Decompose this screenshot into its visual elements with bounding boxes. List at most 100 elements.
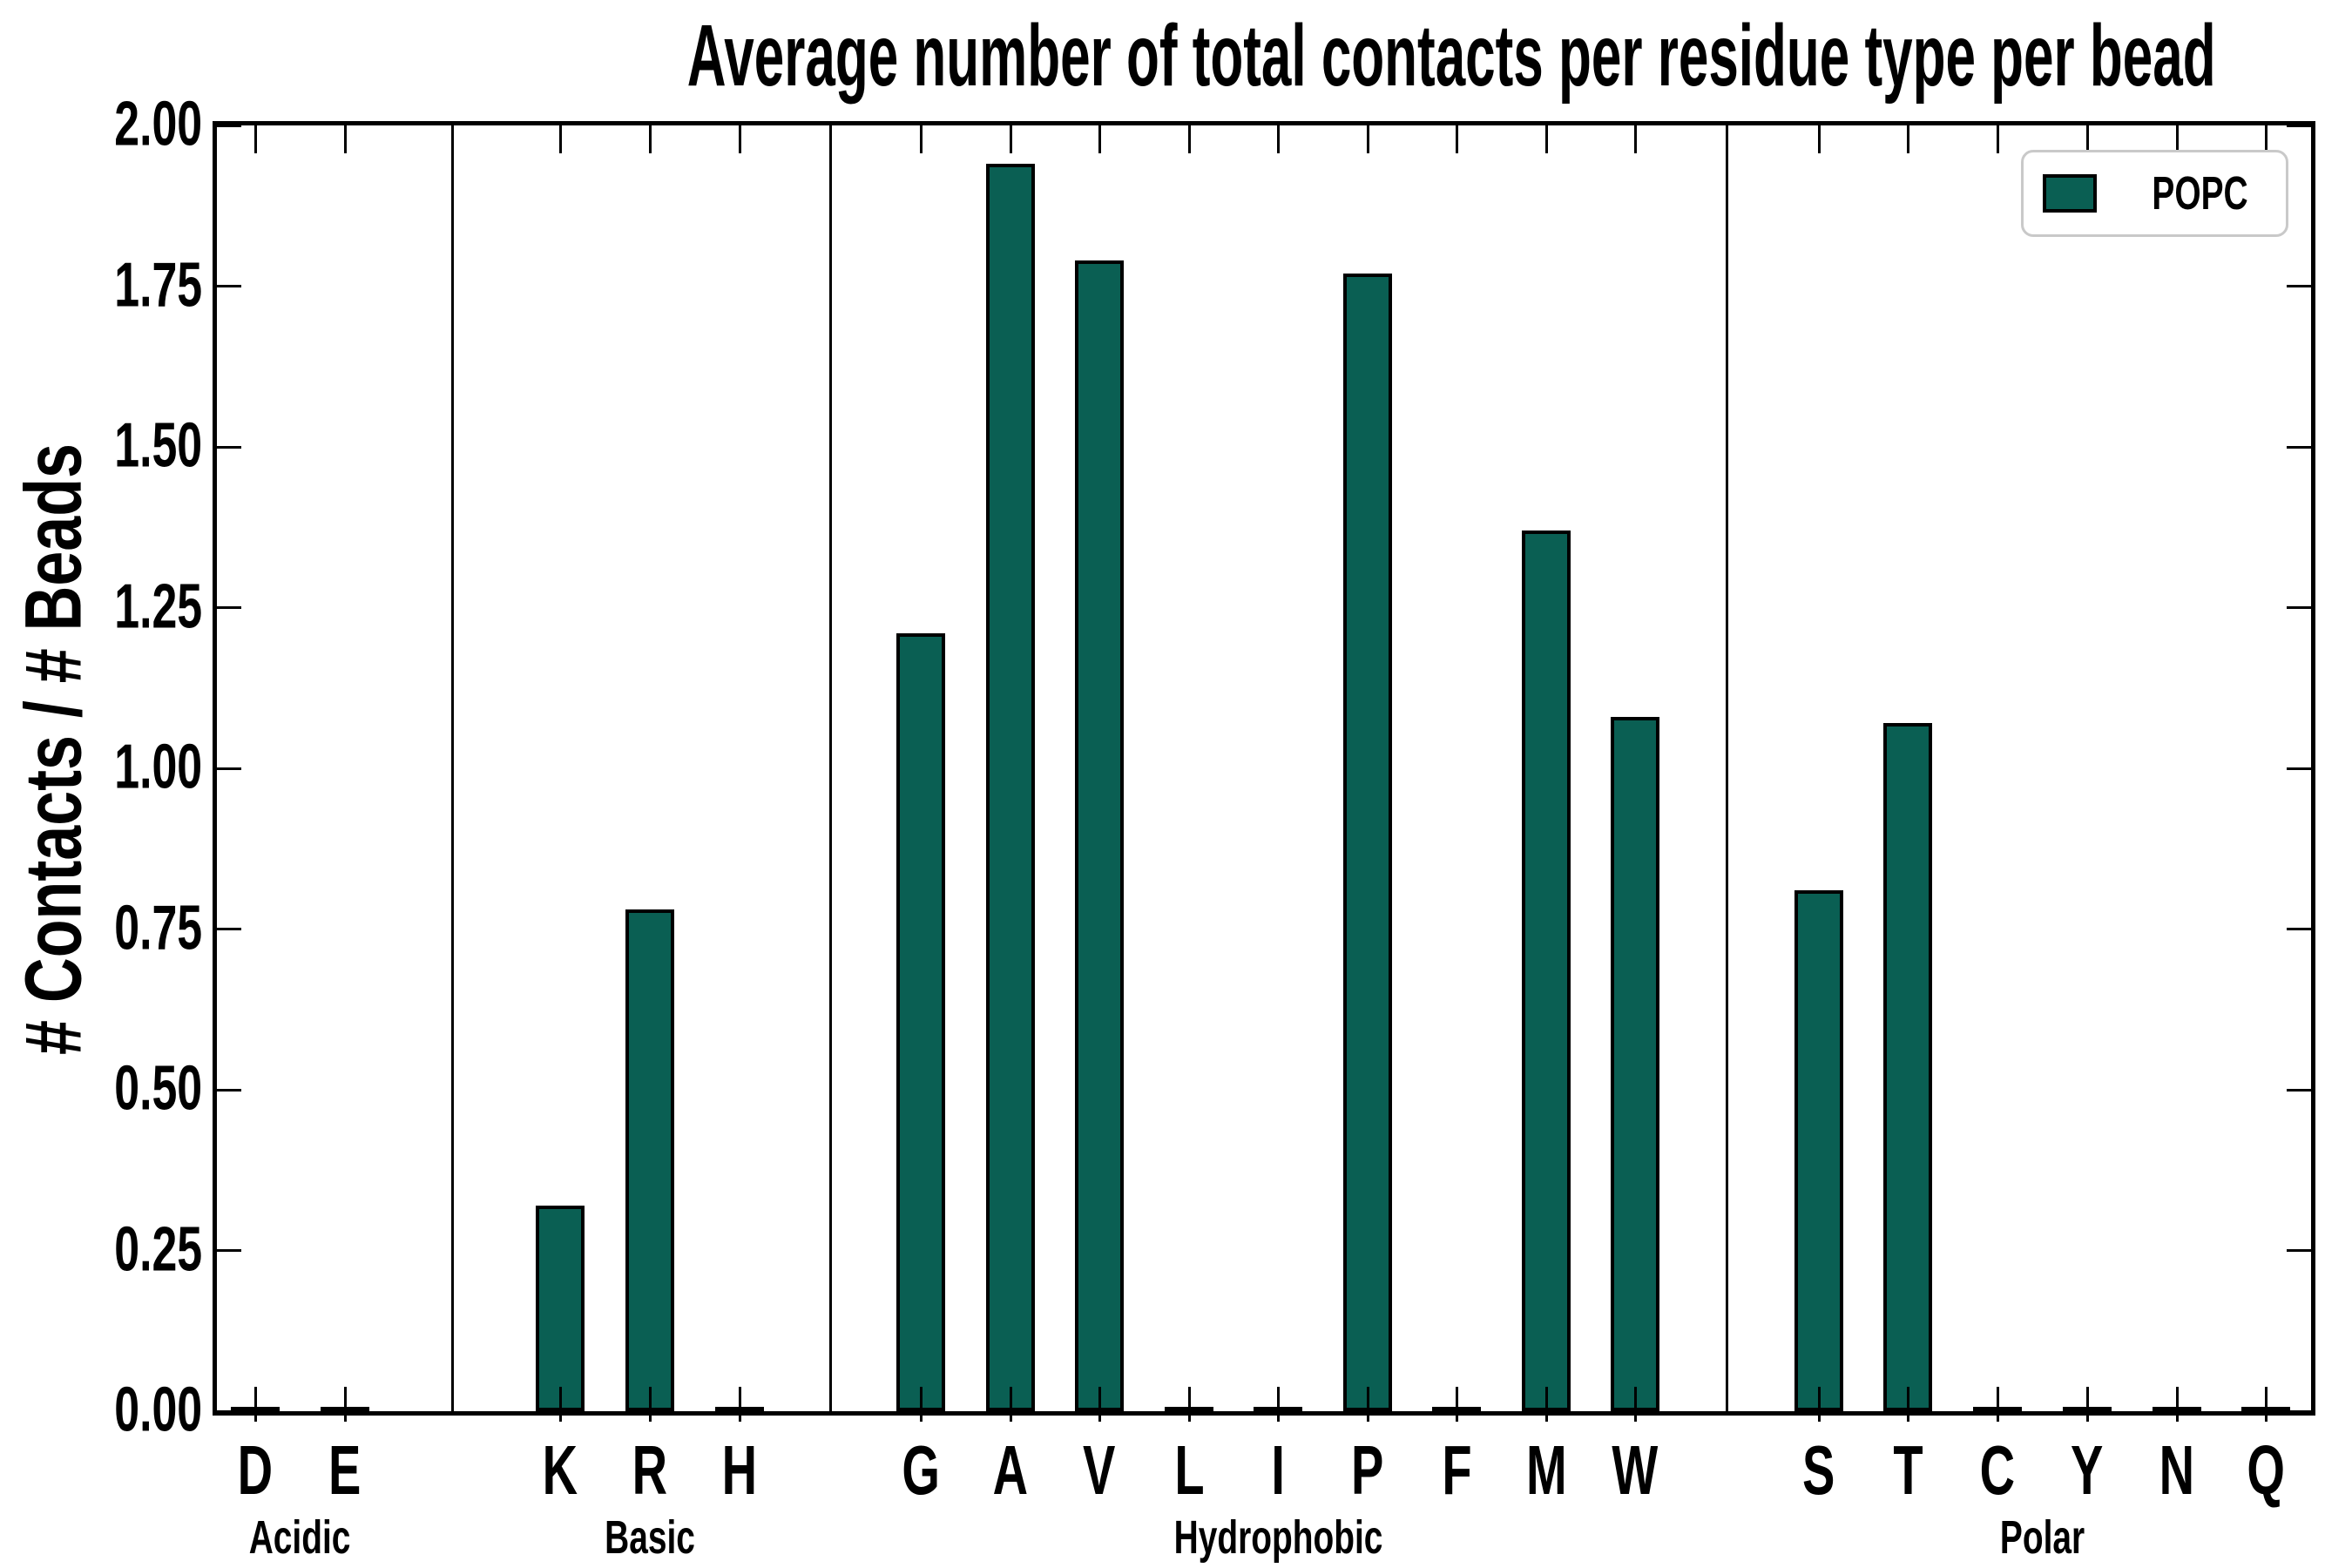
bar-T [1883, 723, 1932, 1411]
x-tick-bottom-V [1098, 1387, 1101, 1422]
y-tick-left-0.00 [217, 1409, 241, 1413]
x-tick-label-Q: Q [2247, 1431, 2285, 1509]
x-tick-bottom-F [1455, 1387, 1458, 1422]
x-tick-bottom-E [343, 1387, 347, 1422]
x-tick-label-W: W [1612, 1431, 1659, 1509]
x-tick-top-Y [2085, 125, 2089, 153]
y-tick-left-1.00 [217, 767, 241, 770]
x-tick-bottom-D [253, 1387, 257, 1422]
x-tick-label-E: E [328, 1431, 362, 1509]
x-tick-bottom-N [2175, 1387, 2179, 1422]
x-tick-top-K [558, 125, 562, 153]
x-tick-label-F: F [1441, 1431, 1472, 1509]
x-tick-label-K: K [542, 1431, 578, 1509]
group-label-polar: Polar [1999, 1511, 2085, 1564]
x-tick-label-M: M [1525, 1431, 1567, 1509]
bar-V [1075, 260, 1124, 1411]
y-tick-left-1.25 [217, 606, 241, 609]
y-tick-label-1.75: 1.75 [114, 250, 202, 321]
y-tick-right-1.25 [2287, 606, 2311, 609]
y-tick-label-2.00: 2.00 [114, 89, 202, 159]
bar-S [1794, 890, 1843, 1411]
y-tick-label-0.25: 0.25 [114, 1214, 202, 1285]
x-tick-label-D: D [237, 1431, 274, 1509]
y-tick-right-0.00 [2287, 1409, 2311, 1413]
y-tick-label-0.75: 0.75 [114, 893, 202, 963]
x-tick-top-H [738, 125, 741, 153]
y-tick-label-0.50: 0.50 [114, 1053, 202, 1124]
x-tick-label-P: P [1351, 1431, 1384, 1509]
y-tick-label-0.00: 0.00 [114, 1375, 202, 1445]
x-tick-top-T [1906, 125, 1909, 153]
x-tick-label-H: H [721, 1431, 758, 1509]
bar-M [1522, 531, 1571, 1411]
legend: POPC [2021, 150, 2288, 237]
x-tick-label-I: I [1271, 1431, 1285, 1509]
y-tick-right-1.75 [2287, 285, 2311, 287]
x-tick-top-V [1098, 125, 1101, 153]
bar-P [1343, 274, 1392, 1411]
x-tick-top-L [1187, 125, 1191, 153]
group-label-acidic: Acidic [249, 1511, 351, 1564]
group-label-basic: Basic [605, 1511, 695, 1564]
x-tick-top-F [1455, 125, 1458, 153]
x-tick-bottom-C [1996, 1387, 1999, 1422]
x-tick-bottom-G [919, 1387, 923, 1422]
y-tick-right-0.25 [2287, 1249, 2311, 1252]
y-tick-label-1.25: 1.25 [114, 571, 202, 642]
chart-title-text: Average number of total contacts per res… [686, 7, 2216, 105]
y-tick-left-0.75 [217, 928, 241, 930]
plot-area [213, 121, 2315, 1422]
x-tick-label-R: R [632, 1431, 668, 1509]
y-tick-label-1.50: 1.50 [114, 410, 202, 481]
bar-K [536, 1206, 585, 1411]
x-tick-bottom-P [1366, 1387, 1369, 1422]
x-tick-label-L: L [1173, 1431, 1205, 1509]
y-tick-label-1.00: 1.00 [114, 732, 202, 802]
x-tick-bottom-T [1906, 1387, 1909, 1422]
x-tick-top-M [1544, 125, 1548, 153]
x-tick-top-E [343, 125, 347, 153]
x-tick-label-T: T [1892, 1431, 1923, 1509]
x-tick-bottom-M [1544, 1387, 1548, 1422]
x-tick-bottom-W [1633, 1387, 1637, 1422]
legend-swatch [2043, 174, 2097, 213]
bar-A [986, 164, 1035, 1411]
x-tick-top-S [1817, 125, 1821, 153]
y-tick-left-0.25 [217, 1249, 241, 1252]
x-tick-bottom-A [1009, 1387, 1012, 1422]
y-tick-right-1.00 [2287, 767, 2311, 770]
bar-W [1611, 717, 1659, 1411]
x-tick-top-W [1633, 125, 1637, 153]
x-tick-bottom-R [648, 1387, 652, 1422]
x-tick-bottom-I [1276, 1387, 1280, 1422]
group-divider-basic [828, 125, 832, 1411]
x-tick-top-P [1366, 125, 1369, 153]
y-tick-right-1.50 [2287, 445, 2311, 449]
y-tick-left-1.75 [217, 285, 241, 287]
x-tick-top-N [2175, 125, 2179, 153]
y-tick-left-1.50 [217, 445, 241, 449]
x-tick-bottom-S [1817, 1387, 1821, 1422]
x-tick-top-C [1996, 125, 1999, 153]
x-tick-top-R [648, 125, 652, 153]
x-tick-bottom-L [1187, 1387, 1191, 1422]
y-tick-right-2.00 [2287, 124, 2311, 127]
y-tick-left-0.50 [217, 1088, 241, 1092]
chart-title: Average number of total contacts per res… [219, 10, 2309, 102]
bar-G [896, 633, 945, 1411]
x-tick-top-A [1009, 125, 1012, 153]
x-tick-label-C: C [1979, 1431, 2016, 1509]
y-tick-right-0.50 [2287, 1088, 2311, 1092]
x-tick-bottom-Q [2264, 1387, 2268, 1422]
x-tick-bottom-Y [2085, 1387, 2089, 1422]
group-divider-acidic [451, 125, 454, 1411]
x-tick-label-G: G [902, 1431, 940, 1509]
x-tick-label-S: S [1802, 1431, 1835, 1509]
x-tick-bottom-H [738, 1387, 741, 1422]
x-tick-top-Q [2264, 125, 2268, 153]
x-tick-label-V: V [1083, 1431, 1116, 1509]
x-tick-label-A: A [992, 1431, 1029, 1509]
x-tick-label-Y: Y [2071, 1431, 2104, 1509]
